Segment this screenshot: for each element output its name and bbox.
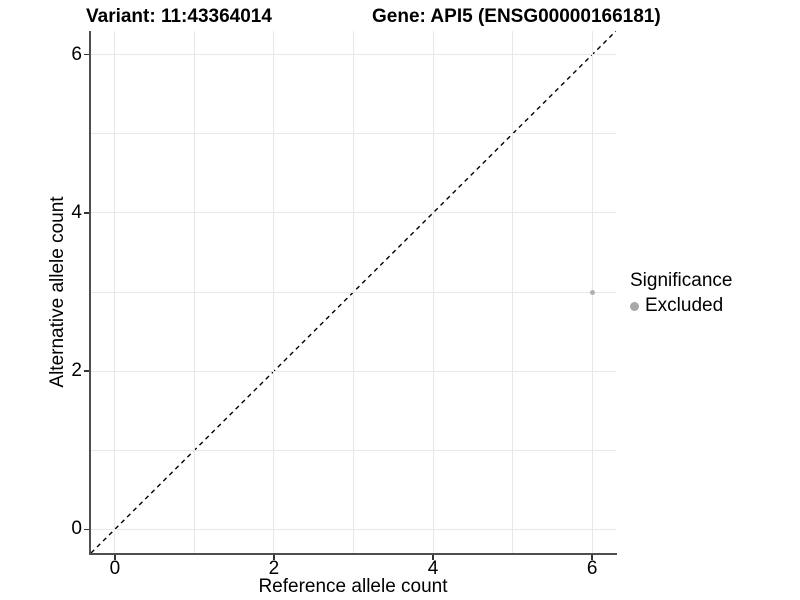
legend-title: Significance: [630, 270, 733, 291]
y-axis-line: [89, 31, 91, 555]
y-tick-label-6: 6: [71, 43, 82, 65]
gridline-y-1: [91, 449, 616, 451]
x-tick-label-6: 6: [586, 558, 598, 579]
y-axis-title: Alternative allele count: [47, 196, 68, 388]
x-axis-line: [89, 553, 617, 555]
y-tick-6: [84, 53, 89, 56]
gridline-y-0: [91, 528, 616, 530]
gridline-y-3: [91, 291, 616, 293]
y-tick-4: [84, 212, 89, 214]
x-tick-label-2: 2: [268, 558, 280, 579]
identity-line: [91, 31, 616, 553]
legend: Significance Excluded: [630, 270, 732, 317]
y-tick-2: [84, 370, 89, 372]
variant-title: Variant: 11:43364014: [86, 6, 272, 27]
plot-panel: [91, 31, 616, 553]
x-tick-label-4: 4: [427, 558, 439, 579]
legend-item-label: Excluded: [645, 295, 724, 316]
data-point-0: [589, 289, 595, 295]
x-tick-4: [432, 555, 434, 560]
x-tick-label-0: 0: [109, 558, 121, 579]
legend-point-icon: [630, 301, 639, 311]
gridline-y-2: [91, 370, 616, 372]
x-tick-0: [114, 555, 116, 560]
identity-line-layer: [91, 31, 616, 553]
y-tick-label-0: 0: [71, 518, 82, 540]
legend-item-excluded: Excluded: [630, 295, 732, 317]
gene-title: Gene: API5 (ENSG00000166181): [372, 6, 661, 27]
x-tick-6: [591, 555, 593, 560]
gridline-y-6: [91, 54, 616, 56]
x-tick-2: [273, 555, 275, 560]
y-tick-0: [84, 528, 89, 531]
x-axis-title: Reference allele count: [258, 576, 448, 597]
gridline-y-4: [91, 212, 616, 214]
y-tick-label-2: 2: [71, 360, 82, 382]
gridline-y-5: [91, 133, 616, 135]
y-tick-label-4: 4: [71, 201, 82, 223]
